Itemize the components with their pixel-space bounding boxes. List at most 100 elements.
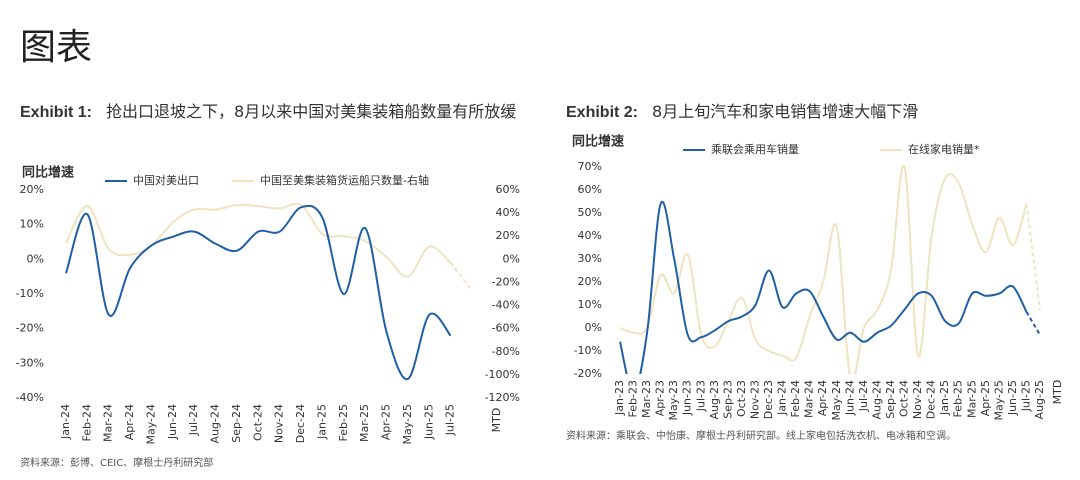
x-tick-label: May-24 [830,380,843,421]
x-tick-label: Feb-25 [952,380,965,417]
x-tick-label: May-24 [144,404,157,445]
y-tick-label: 10% [578,298,602,311]
y-tick-label: -20% [16,322,44,335]
exhibit-label: Exhibit 2: [566,104,639,121]
x-tick-label: Aug-23 [708,380,721,419]
y2-tick-label: -80% [492,345,520,358]
exhibit-title: Exhibit 2: 8月上旬汽车和家电销售增速大幅下滑 [566,97,1076,128]
x-tick-label: Jul-25 [1019,380,1032,412]
y2-tick-label: 40% [496,206,520,219]
x-tick-label: Feb-25 [337,404,350,441]
y2-tick-label: -40% [492,299,520,312]
x-tick-label: Jun-25 [422,404,435,440]
x-tick-label: Apr-23 [654,380,667,416]
x-tick-label: Nov-23 [748,380,761,419]
x-tick-label: Sep-24 [230,404,243,443]
x-tick-label: May-23 [667,380,680,421]
page-heading: 图表 [20,27,93,68]
x-tick-label: Apr-24 [123,404,136,440]
series-line [65,202,452,278]
legend-label: 中国至美集装箱货运船只数量-右轴 [260,173,429,187]
x-tick-label: Feb-24 [80,404,93,441]
series-line [619,164,1028,374]
x-tick-label: Apr-25 [979,380,992,416]
chart-title: 8月上旬汽车和家电销售增速大幅下滑 [652,102,919,121]
x-tick-label: Jun-25 [1006,380,1019,416]
y-tick-label: 0% [585,321,602,334]
x-tick-label: Nov-24 [273,404,286,443]
y-tick-label: -10% [574,344,602,357]
x-tick-label: Jun-23 [681,380,694,416]
y2-tick-label: -20% [492,275,520,288]
y-axis-label: 同比增速 [572,134,624,150]
x-tick-label: Jun-24 [166,404,179,440]
x-tick-label: Jan-23 [613,380,626,416]
x-tick-label: Feb-23 [627,380,640,417]
x-tick-label: Dec-23 [762,380,775,419]
series-line [619,200,1028,374]
y-tick-label: 70% [578,160,602,173]
x-tick-label: Aug-24 [209,404,222,443]
y2-tick-label: 0% [503,252,520,265]
x-tick-label: Jan-25 [938,380,951,416]
y-tick-label: 50% [578,206,602,219]
y-tick-label: 20% [578,275,602,288]
y-tick-label: 40% [578,229,602,242]
x-tick-label: Jan-24 [776,380,789,416]
x-tick-label: May-25 [401,404,414,445]
y-tick-label: 60% [578,183,602,196]
x-tick-label: Jul-23 [694,380,707,412]
source-note: 资料来源：彭博、CEIC、摩根士丹利研究部 [20,456,213,469]
plot [65,202,473,380]
x-tick-label: Jun-24 [843,380,856,416]
series-line-dashed [1025,203,1041,310]
x-tick-label: Mar-25 [358,404,371,442]
legend-label: 乘联会乘用车销量 [711,142,799,156]
x-tick-label: Aug-25 [1033,380,1046,419]
y-axis-label: 同比增速 [22,165,74,181]
x-tick-label: Sep-23 [721,380,734,419]
x-tick-label: Oct-24 [898,380,911,417]
x-tick-label: Mar-25 [965,380,978,418]
x-tick-label: May-25 [992,380,1005,421]
series-line-dashed [449,262,473,292]
legend-label: 在线家电销量* [908,142,980,156]
x-tick-label: Nov-24 [911,380,924,419]
y2-tick-label: 60% [496,183,520,196]
plot [619,164,1041,374]
y-tick-label: -40% [16,391,44,404]
x-tick-label: Aug-24 [870,380,883,419]
x-tick-label: Dec-24 [925,380,938,419]
y2-tick-label: -60% [492,322,520,335]
x-tick-label: Jan-24 [59,404,72,440]
y-tick-label: 20% [20,183,44,196]
series-line-dashed [1025,311,1041,336]
y-tick-label: -20% [574,367,602,380]
source-note: 资料来源：乘联会、中怡康、摩根士丹利研究部。线上家电包括洗衣机、电冰箱和空调。 [566,429,956,442]
y-tick-label: -30% [16,356,44,369]
series-line [65,204,452,380]
y-tick-label: 0% [27,252,44,265]
x-tick-label: Mar-24 [102,404,115,442]
x-tick-label: Mar-24 [803,380,816,418]
exhibit-label: Exhibit 1: [20,104,93,121]
y2-tick-label: 20% [496,229,520,242]
y2-tick-label: -120% [485,391,520,404]
x-tick-label: Oct-23 [735,380,748,417]
y-tick-label: 30% [578,252,602,265]
x-note: MTD [1051,380,1064,405]
x-tick-label: Dec-24 [294,404,307,443]
x-tick-label: Sep-24 [884,380,897,419]
x-tick-label: Jul-24 [857,380,870,412]
chart-title: 抢出口退坡之下，8月以来中国对美集装箱船数量有所放缓 [106,102,517,121]
x-tick-label: Apr-25 [380,404,393,440]
x-tick-label: Jul-24 [187,404,200,436]
x-tick-label: Oct-24 [251,404,264,441]
x-tick-label: Jul-25 [444,404,457,436]
legend-label: 中国对美出口 [133,173,199,187]
x-tick-label: Mar-23 [640,380,653,418]
x-tick-label: Feb-24 [789,380,802,417]
x-note: MTD [490,408,503,433]
